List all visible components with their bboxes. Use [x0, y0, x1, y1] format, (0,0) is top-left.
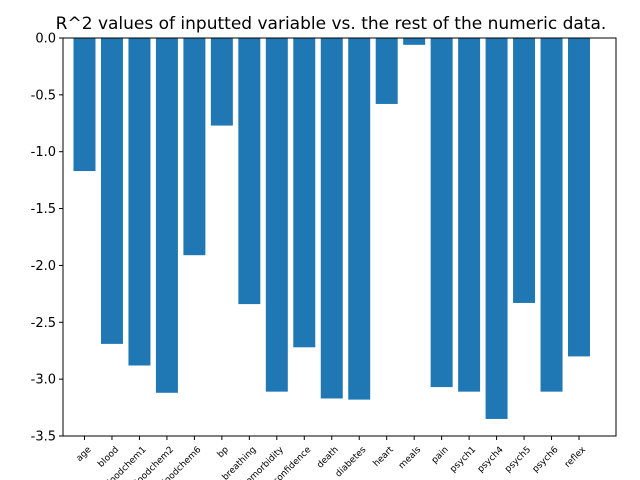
bar-confidence [293, 38, 316, 348]
x-tick-label: psych5 [503, 445, 533, 475]
y-tick-label: -0.5 [31, 88, 56, 103]
x-tick-label: psych6 [531, 445, 561, 475]
bar-reflex [568, 38, 590, 357]
x-tick-label: psych4 [476, 445, 506, 475]
x-tick-label: diabetes [334, 445, 369, 480]
y-tick-label: -3.0 [31, 373, 56, 388]
bar-meals [403, 38, 426, 45]
x-tick-label: meals [397, 445, 423, 471]
x-tick-label: death [315, 445, 340, 470]
y-tick-label: -2.5 [31, 316, 56, 331]
bar-bloodchem2 [155, 38, 178, 393]
bar-breathing [238, 38, 261, 305]
bar-pain [430, 38, 453, 388]
bar-bloodchem6 [183, 38, 206, 256]
x-tick-label: age [75, 445, 94, 464]
x-tick-label: pain [430, 445, 451, 466]
bar-diabetes [348, 38, 371, 400]
y-tick-label: -1.5 [31, 202, 56, 217]
y-tick-label: -3.5 [31, 430, 56, 445]
bar-age [73, 38, 96, 172]
bar-blood [100, 38, 123, 344]
bar-psych6 [540, 38, 563, 392]
bar-bp [210, 38, 233, 126]
x-tick-label: psych1 [448, 445, 478, 475]
bar-psych5 [513, 38, 536, 303]
bars-group [73, 38, 590, 419]
bar-heart [375, 38, 398, 104]
x-tick-label: heart [372, 445, 396, 469]
bar-comorbidity [265, 38, 288, 392]
x-tick-label: bp [216, 445, 231, 460]
bar-bloodchem1 [128, 38, 151, 366]
bar-psych1 [458, 38, 481, 392]
bar-psych4 [485, 38, 508, 419]
x-tick-label: reflex [563, 445, 589, 471]
y-tick-label: -2.0 [31, 259, 56, 274]
y-axis: 0.0 -0.5 -1.0 -1.5 -2.0 -2.5 -3.0 -3.5 [31, 32, 63, 445]
y-tick-label: -1.0 [31, 145, 56, 160]
bar-death [320, 38, 343, 399]
x-tick-label: blood [96, 445, 121, 470]
y-tick-label: 0.0 [35, 32, 56, 47]
plot-frame [62, 37, 617, 437]
chart-title: R^2 values of inputted variable vs. the … [56, 14, 607, 34]
